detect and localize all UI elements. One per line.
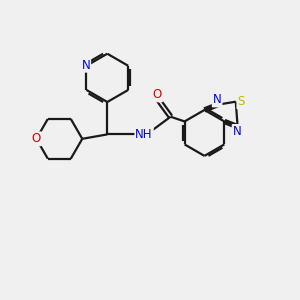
Text: S: S bbox=[237, 95, 245, 108]
Text: NH: NH bbox=[135, 128, 153, 141]
Text: N: N bbox=[213, 93, 221, 106]
Text: O: O bbox=[153, 88, 162, 101]
Text: N: N bbox=[81, 59, 90, 72]
Text: N: N bbox=[232, 125, 242, 138]
Text: O: O bbox=[32, 132, 41, 145]
